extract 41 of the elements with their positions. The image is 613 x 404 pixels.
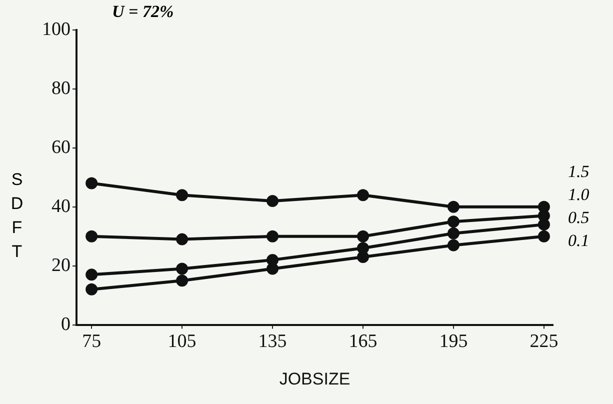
point [266, 194, 279, 207]
x-axis-title: JOBSIZE [279, 369, 350, 388]
point [176, 274, 188, 287]
x-tick-label: 165 [348, 331, 378, 352]
x-tick-label: 105 [168, 331, 196, 352]
y-tick-label: 60 [52, 136, 70, 158]
point [538, 218, 550, 231]
y-tick-label: 100 [42, 18, 70, 40]
point [538, 210, 550, 222]
point [538, 200, 550, 213]
point [266, 230, 279, 242]
y-tick-label: 0 [61, 314, 70, 335]
x-tick-label: 75 [82, 331, 102, 352]
point [176, 233, 188, 246]
point [266, 254, 279, 266]
point [176, 262, 188, 275]
point [357, 230, 370, 242]
point [447, 239, 460, 252]
y-axis-title: SDFT [10, 169, 24, 263]
point [86, 230, 98, 242]
point [86, 268, 98, 281]
point [447, 227, 460, 240]
point [447, 216, 460, 228]
chart-title: U = 72% [112, 2, 174, 22]
series-label: 0.1 [568, 230, 590, 252]
point [266, 262, 279, 275]
series-label: 0.5 [568, 207, 590, 229]
point [538, 230, 550, 242]
x-tick-label: 225 [530, 331, 558, 352]
y-tick-label: 40 [52, 196, 70, 217]
point [357, 189, 370, 202]
series-label: 1.0 [568, 184, 590, 206]
point [86, 283, 98, 296]
y-tick-label: 80 [52, 78, 70, 99]
point [176, 189, 188, 202]
y-tick-label: 20 [52, 254, 70, 276]
series-label: 1.5 [568, 161, 590, 183]
point [447, 200, 460, 213]
point [86, 177, 98, 190]
x-tick-label: 195 [439, 331, 468, 352]
x-tick-label: 135 [258, 331, 287, 352]
